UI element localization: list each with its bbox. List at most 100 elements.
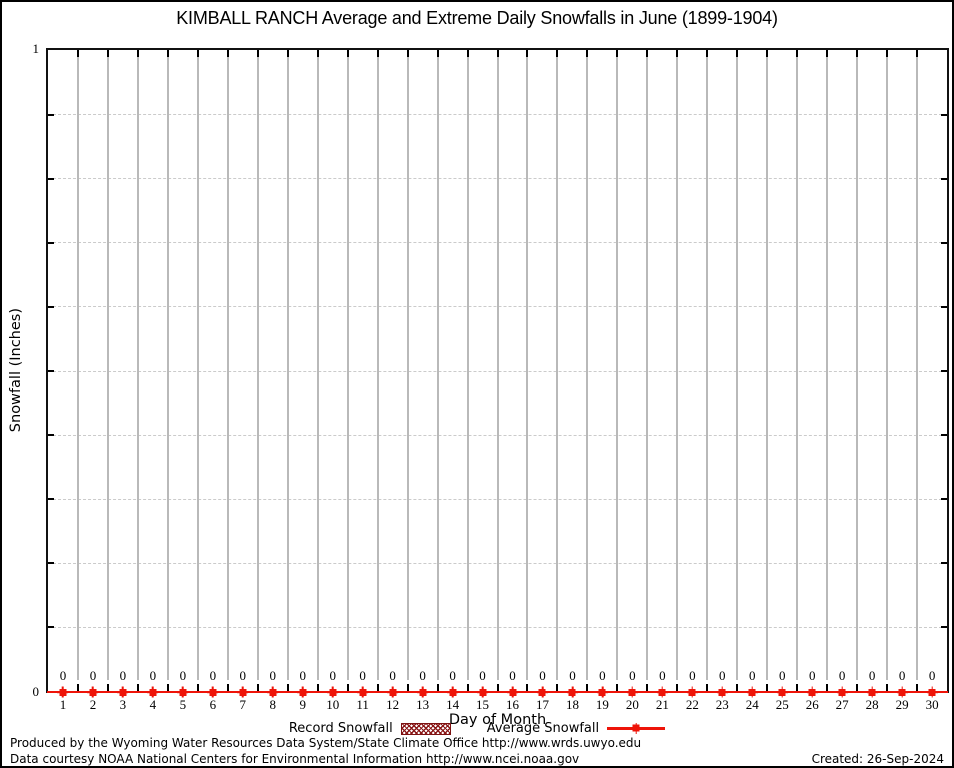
tick-mark [48, 562, 54, 565]
value-label: 0 [209, 668, 217, 683]
data-point-marker [778, 688, 786, 696]
day-column: 0 22 [677, 50, 707, 712]
data-point-marker [748, 688, 756, 696]
tick-mark [196, 684, 199, 691]
data-point-marker [538, 688, 546, 696]
tick-mark [286, 50, 289, 57]
vertical-gridline [196, 50, 199, 680]
x-tick-label: 9 [299, 697, 306, 712]
y-axis-tick-label-min: 0 [32, 684, 40, 699]
y-axis-title-container: Snowfall (Inches) [8, 50, 24, 691]
day-column: 0 11 [348, 50, 378, 712]
tick-mark [48, 241, 54, 244]
tick-mark [706, 684, 709, 691]
day-column: 0 20 [617, 50, 647, 712]
value-label: 0 [749, 668, 756, 683]
value-label: 0 [119, 668, 127, 683]
x-tick-label: 22 [685, 697, 699, 712]
vertical-gridline [856, 50, 859, 680]
data-point-marker [628, 688, 636, 696]
tick-mark [226, 684, 229, 691]
data-point-marker [928, 688, 936, 696]
day-columns: 0 1 0 2 0 3 0 4 0 5 0 6 0 7 0 8 0 9 0 10 0 11 0 12 0 13 0 14 0 15 0 16 0… [48, 50, 947, 712]
day-column: 0 27 [827, 50, 857, 712]
vertical-gridline [526, 50, 529, 680]
tick-mark [346, 50, 349, 57]
data-point-marker [718, 688, 726, 696]
value-label: 0 [179, 668, 187, 683]
day-column: 0 23 [707, 50, 737, 712]
x-tick-label: 15 [476, 697, 490, 712]
data-point-marker [898, 688, 906, 696]
tick-mark [496, 684, 499, 691]
value-label: 0 [89, 668, 97, 683]
vertical-gridline [106, 50, 109, 680]
data-point-marker [389, 688, 397, 696]
vertical-gridline [286, 50, 289, 680]
x-tick-label: 5 [179, 697, 187, 712]
tick-mark [48, 370, 54, 372]
value-label: 0 [808, 668, 816, 683]
vertical-gridline [886, 50, 889, 680]
vertical-gridline [376, 50, 379, 680]
day-column: 0 12 [378, 50, 408, 712]
data-point-marker [89, 688, 97, 696]
tick-mark [48, 113, 54, 116]
tick-mark [826, 684, 829, 691]
vertical-gridline [316, 50, 319, 680]
tick-mark [166, 684, 169, 691]
value-label: 0 [359, 668, 366, 683]
x-tick-label: 8 [269, 697, 277, 712]
x-tick-label: 24 [745, 697, 759, 712]
data-point-marker [509, 688, 517, 696]
tick-mark [796, 50, 799, 57]
vertical-gridline [406, 50, 409, 680]
vertical-gridline [706, 50, 709, 680]
tick-mark [436, 684, 439, 691]
tick-mark [646, 684, 649, 691]
tick-mark [941, 305, 947, 308]
vertical-gridline [916, 50, 919, 680]
tick-mark [526, 50, 529, 57]
legend-average-snowfall-label: Average Snowfall [486, 721, 600, 736]
x-tick-label: 14 [446, 697, 460, 712]
day-column: 0 13 [408, 50, 438, 712]
value-label: 0 [239, 668, 247, 683]
tick-mark [736, 684, 739, 691]
x-tick-label: 11 [356, 697, 369, 712]
x-tick-label: 27 [835, 697, 849, 712]
tick-mark [166, 50, 169, 57]
tick-mark [856, 50, 859, 57]
value-label: 0 [778, 668, 786, 683]
tick-mark [586, 684, 589, 691]
tick-mark [941, 434, 947, 437]
tick-mark [941, 498, 947, 501]
tick-mark [616, 50, 619, 57]
vertical-gridline [256, 50, 259, 680]
average-snowfall-line-sample [607, 724, 666, 732]
x-tick-label: 25 [775, 697, 789, 712]
x-tick-label: 26 [805, 697, 819, 712]
tick-mark [941, 113, 947, 116]
x-tick-label: 30 [925, 697, 939, 712]
x-tick-label: 3 [119, 697, 127, 712]
tick-mark [941, 626, 947, 629]
data-point-marker [239, 688, 247, 696]
x-tick-label: 13 [416, 697, 430, 712]
data-point-marker [868, 688, 876, 696]
tick-mark [766, 684, 769, 691]
vertical-gridline [556, 50, 559, 680]
data-point-marker [688, 688, 696, 696]
tick-mark [496, 50, 499, 57]
x-tick-label: 20 [625, 697, 639, 712]
vertical-gridline [736, 50, 739, 680]
tick-mark [766, 50, 769, 57]
footer-line-2: Data courtesy NOAA National Centers for … [10, 752, 944, 766]
data-point-marker [329, 688, 337, 696]
value-label: 0 [599, 668, 606, 683]
vertical-gridline [676, 50, 679, 680]
data-point-marker [419, 688, 427, 696]
